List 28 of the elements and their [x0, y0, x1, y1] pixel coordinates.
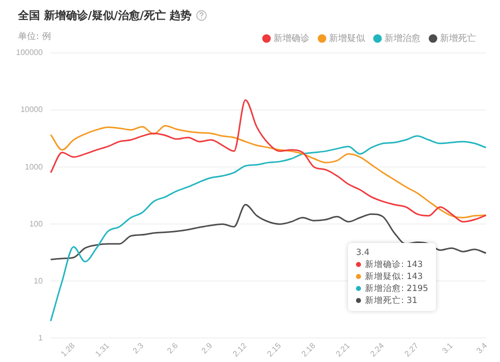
annotation: 3.4	[356, 247, 371, 259]
x-tick-label: 2.6	[165, 340, 180, 356]
legend-label: 新增确诊	[274, 32, 310, 44]
legend-label: 新增死亡	[440, 32, 476, 44]
y-tick-label: 1	[38, 333, 44, 342]
y-tick-label: 100	[29, 219, 44, 228]
annotation: 新增死亡: 31	[364, 295, 418, 307]
x-tick-label: 3.4	[474, 340, 490, 356]
y-tick-label: 1000	[24, 162, 44, 172]
x-tick-label: 2.9	[200, 340, 214, 356]
line-series	[50, 125, 487, 218]
x-tick-label: 1.31	[94, 340, 112, 359]
legend-label: 新增治愈	[384, 32, 420, 44]
legend-label: 新增疑似	[329, 32, 365, 44]
line-series	[50, 135, 487, 322]
chart-title: 全国 新增确诊/疑似/治愈/死亡 趋势	[18, 9, 192, 22]
x-tick-label: 3.1	[440, 340, 455, 356]
x-tick-label: 2.3	[131, 340, 146, 356]
line-series	[50, 99, 487, 223]
y-tick-label: 10000	[20, 105, 44, 114]
annotation: 新增疑似: 143	[364, 271, 424, 283]
line-series	[50, 204, 487, 260]
chart-subtitle: 单位: 例	[18, 30, 51, 43]
y-tick-label: 100000	[16, 48, 44, 58]
x-tick-label: 2.21	[334, 340, 352, 359]
y-tick-label: 10	[34, 276, 44, 286]
annotation: 新增治愈: 2195	[364, 283, 428, 295]
annotation: 新增确诊: 143	[364, 259, 424, 271]
